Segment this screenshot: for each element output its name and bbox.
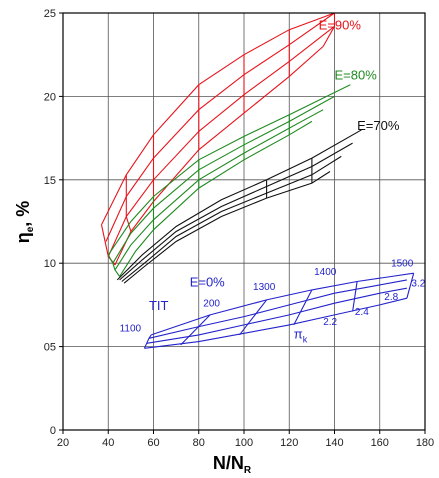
annotation-label: E=90% bbox=[319, 18, 362, 33]
annotation-label: 3.2 bbox=[411, 279, 425, 290]
annotation-label: 2.2 bbox=[323, 317, 337, 328]
series-line bbox=[151, 272, 414, 336]
annotation-label: 1100 bbox=[120, 324, 142, 335]
x-tick-label: 100 bbox=[235, 437, 253, 449]
annotation-label: 1500 bbox=[391, 259, 414, 270]
series-line bbox=[352, 281, 358, 312]
series-3 bbox=[143, 272, 415, 349]
x-tick-label: 40 bbox=[102, 437, 114, 449]
x-axis-title: N/NR bbox=[213, 453, 252, 476]
annotation-label: 200 bbox=[203, 299, 220, 310]
annotation-label: E=0% bbox=[190, 275, 225, 290]
y-tick-label: 25 bbox=[44, 8, 56, 20]
y-tick-label: 20 bbox=[44, 91, 56, 103]
series-1 bbox=[107, 84, 351, 277]
annotation-label: E=80% bbox=[335, 68, 378, 83]
series-line bbox=[406, 273, 415, 299]
x-tick-label: 20 bbox=[57, 437, 69, 449]
x-tick-label: 160 bbox=[371, 437, 389, 449]
series-line bbox=[322, 13, 336, 47]
x-tick-label: 180 bbox=[416, 437, 434, 449]
y-tick-label: 0 bbox=[50, 425, 56, 437]
series-group bbox=[100, 12, 415, 349]
ticks: 20 40 60 80 100 120 140 160 180 0 05 10 15 20 25 bbox=[44, 8, 434, 449]
series-line bbox=[293, 289, 313, 326]
series-line bbox=[143, 334, 152, 349]
annotation-label: 2.8 bbox=[384, 292, 398, 303]
series-line bbox=[180, 314, 211, 346]
x-tick-label: 140 bbox=[325, 437, 343, 449]
series-line bbox=[107, 254, 121, 277]
x-tick-label: 80 bbox=[193, 437, 205, 449]
y-tick-label: 05 bbox=[44, 342, 56, 354]
series-2 bbox=[116, 129, 362, 284]
annotation-label: E=70% bbox=[357, 118, 400, 133]
y-axis-title: ηe, % bbox=[13, 201, 36, 244]
annotation-label: 1400 bbox=[314, 267, 337, 278]
y-tick-label: 15 bbox=[44, 175, 56, 187]
annotation-label: TIT bbox=[149, 298, 169, 313]
series-line bbox=[144, 297, 408, 349]
x-tick-label: 120 bbox=[280, 437, 298, 449]
series-line bbox=[239, 299, 268, 336]
annotation-label: 2.4 bbox=[355, 307, 369, 318]
annotations: E=90% E=80% E=70% E=0% TIT 1100 200 1300 1400 150… bbox=[120, 18, 426, 345]
y-tick-label: 10 bbox=[44, 258, 56, 270]
series-line bbox=[146, 287, 407, 344]
annotation-label: 1300 bbox=[253, 282, 276, 293]
x-tick-label: 60 bbox=[147, 437, 159, 449]
